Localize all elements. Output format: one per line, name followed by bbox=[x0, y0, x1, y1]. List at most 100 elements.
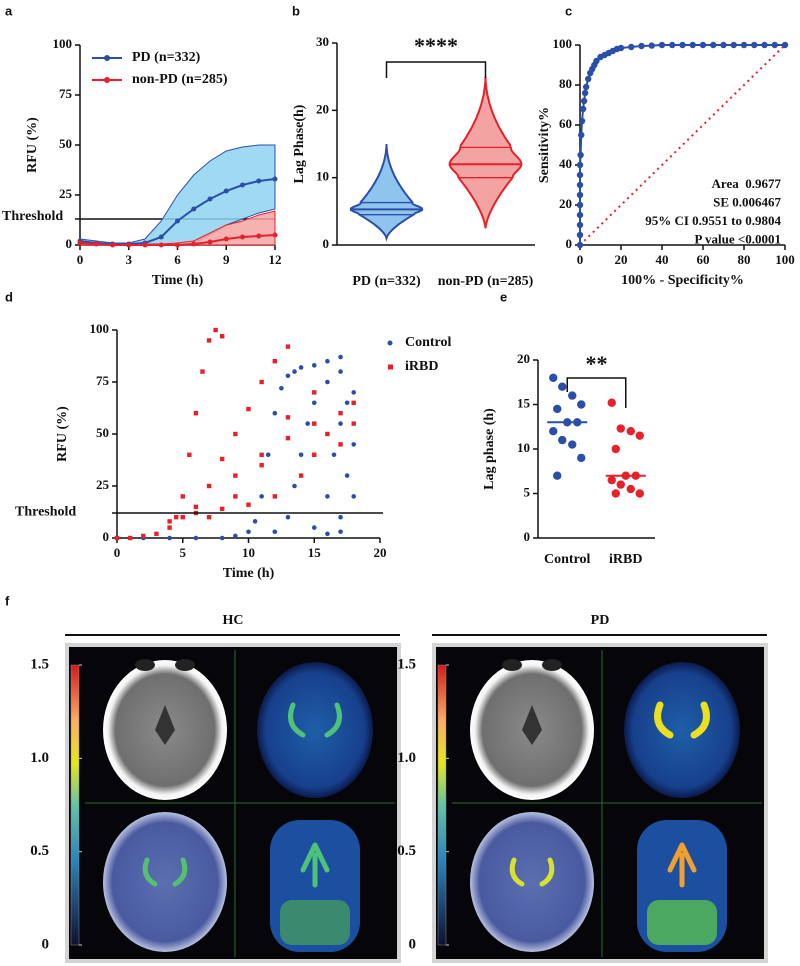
point bbox=[312, 421, 317, 426]
point bbox=[311, 525, 317, 530]
legend-marker bbox=[104, 55, 110, 61]
panel-label: f bbox=[5, 593, 10, 608]
colorbar-tick-label: 0 bbox=[409, 936, 417, 952]
point bbox=[635, 489, 644, 498]
roc-point bbox=[580, 97, 588, 105]
x-axis-label: Time (h) bbox=[152, 273, 204, 288]
roc-point bbox=[638, 42, 645, 50]
roc-point bbox=[576, 181, 584, 189]
point bbox=[110, 242, 115, 248]
point bbox=[187, 452, 192, 457]
roc-point bbox=[669, 41, 676, 49]
eyes bbox=[502, 659, 522, 671]
point bbox=[127, 535, 133, 541]
x-tick-label: 0 bbox=[114, 545, 121, 560]
fused-scan bbox=[470, 812, 594, 952]
striatum bbox=[300, 842, 330, 888]
pet-scan bbox=[257, 662, 373, 798]
y-axis-label: Lag Phase(h) bbox=[292, 104, 307, 183]
legend-marker bbox=[388, 364, 393, 370]
point bbox=[344, 473, 350, 478]
y-tick-label: 0 bbox=[66, 236, 73, 251]
point bbox=[338, 442, 343, 447]
point bbox=[285, 415, 291, 420]
point bbox=[351, 442, 357, 447]
point bbox=[305, 421, 310, 426]
point bbox=[141, 533, 146, 539]
point bbox=[259, 494, 264, 499]
panel-label: e bbox=[500, 289, 507, 304]
point bbox=[351, 494, 357, 499]
y-tick-label: 20 bbox=[559, 196, 572, 211]
point bbox=[292, 369, 297, 374]
point bbox=[240, 182, 245, 188]
threshold-label: Threshold bbox=[15, 504, 76, 519]
point bbox=[272, 529, 278, 535]
point bbox=[126, 242, 132, 248]
point bbox=[611, 489, 620, 498]
colorbar-tick-label: 0.5 bbox=[397, 843, 416, 859]
y-tick-label: 10 bbox=[517, 440, 530, 455]
point bbox=[553, 404, 562, 414]
point bbox=[207, 239, 213, 245]
violin bbox=[448, 76, 523, 229]
roc-point bbox=[576, 241, 584, 249]
point bbox=[285, 435, 291, 441]
roc-point bbox=[576, 161, 584, 169]
point bbox=[272, 494, 277, 499]
point bbox=[292, 483, 297, 489]
y-axis-label: Lag phase (h) bbox=[482, 408, 497, 490]
x-tick-label: 20 bbox=[374, 545, 387, 560]
roc-point bbox=[679, 41, 686, 49]
point bbox=[233, 494, 238, 499]
roc-point bbox=[582, 83, 590, 91]
x-tick-label: non-PD (n=285) bbox=[438, 274, 534, 289]
point bbox=[240, 234, 245, 240]
threshold-label: Threshold bbox=[2, 209, 63, 224]
point bbox=[338, 421, 343, 426]
point bbox=[167, 525, 172, 530]
y-tick-label: 25 bbox=[59, 186, 73, 201]
y-tick-label: 0 bbox=[103, 529, 110, 544]
point bbox=[331, 452, 337, 458]
roc-point bbox=[577, 151, 584, 159]
point bbox=[577, 400, 586, 409]
point bbox=[338, 529, 343, 535]
ventricles bbox=[522, 705, 542, 745]
point bbox=[344, 400, 350, 406]
colorbar-tick-label: 0.5 bbox=[30, 843, 49, 859]
group-title: PD bbox=[591, 613, 610, 628]
point bbox=[200, 369, 205, 374]
colorbar bbox=[437, 664, 447, 946]
point bbox=[311, 363, 317, 368]
y-tick-label: 30 bbox=[316, 34, 329, 49]
legend-label: Control bbox=[405, 335, 452, 350]
x-tick-label: 40 bbox=[656, 252, 669, 267]
point bbox=[220, 506, 225, 512]
y-tick-label: 50 bbox=[59, 136, 72, 151]
point bbox=[325, 494, 330, 499]
eyes bbox=[542, 659, 562, 671]
y-axis-label: RFU (%) bbox=[25, 117, 40, 173]
y-tick-label: 0 bbox=[524, 529, 531, 544]
striatum bbox=[654, 701, 710, 739]
point bbox=[338, 411, 343, 416]
point bbox=[246, 502, 251, 507]
point bbox=[191, 241, 197, 247]
y-tick-label: 50 bbox=[96, 425, 109, 440]
point bbox=[223, 188, 229, 194]
point bbox=[549, 373, 558, 382]
ventricles bbox=[155, 705, 175, 745]
point bbox=[167, 535, 172, 541]
violin bbox=[349, 144, 424, 242]
significance-label: ** bbox=[586, 351, 608, 376]
point bbox=[114, 535, 120, 541]
legend-label: non-PD (n=285) bbox=[132, 72, 228, 87]
roc-point bbox=[648, 42, 655, 49]
point bbox=[312, 452, 317, 457]
x-axis-label: Time (h) bbox=[223, 566, 275, 581]
point bbox=[193, 535, 199, 541]
point bbox=[338, 369, 343, 374]
roc-point bbox=[576, 171, 584, 179]
